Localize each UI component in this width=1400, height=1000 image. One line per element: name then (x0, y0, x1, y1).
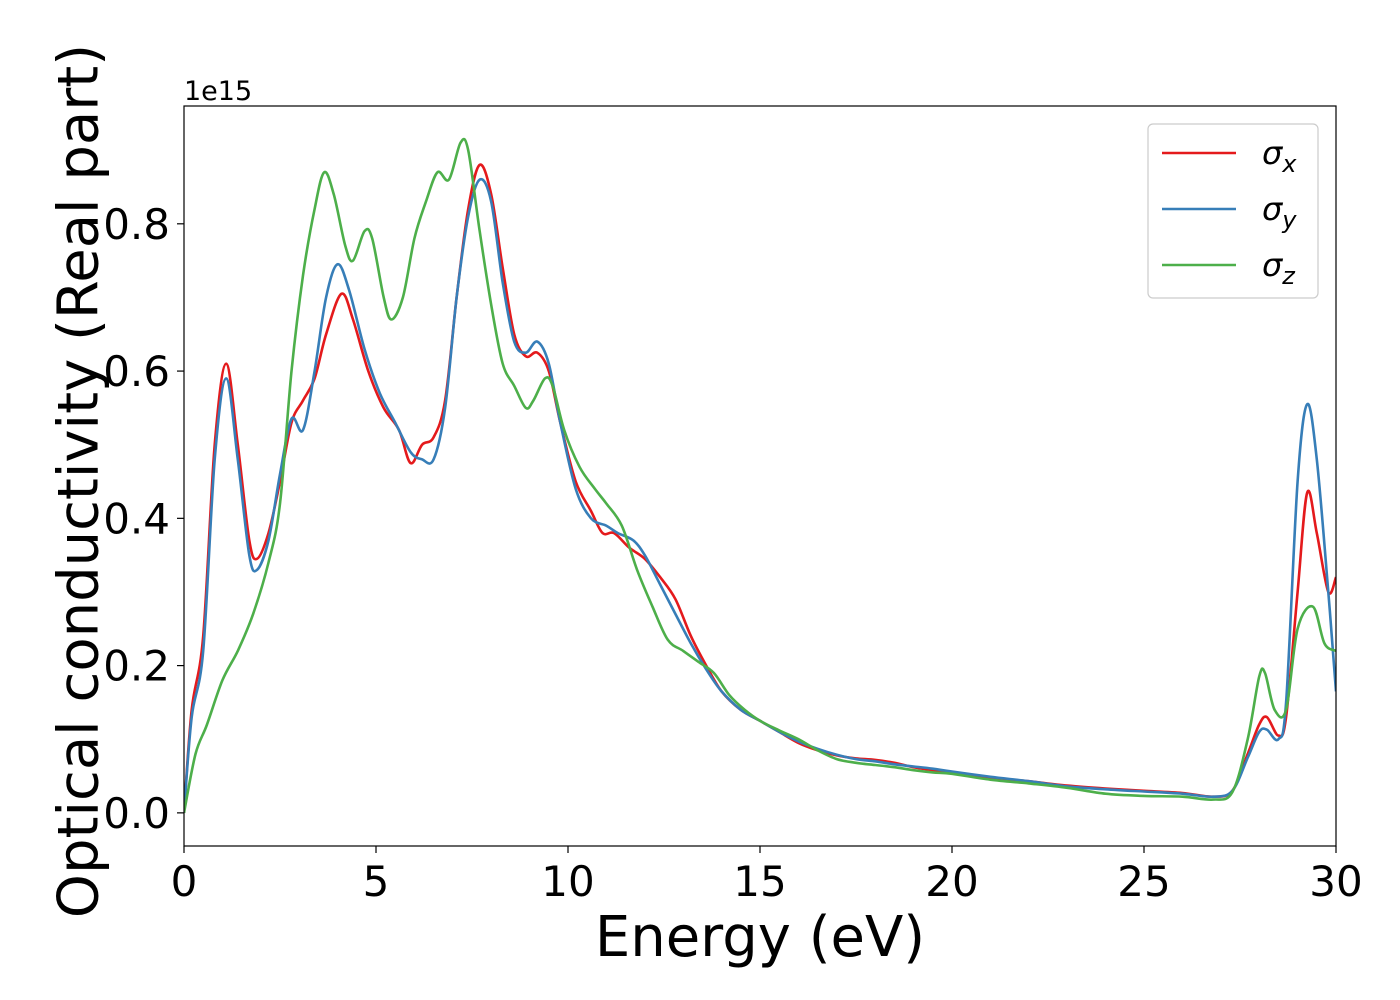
x-axis: 0 5 10 15 20 25 30 (171, 846, 1363, 906)
y-offset-label: 1e15 (184, 76, 252, 107)
x-tick-label: 5 (363, 857, 390, 906)
x-tick-label: 20 (925, 857, 978, 906)
series-line-y (184, 177, 1336, 814)
legend-box (1147, 123, 1319, 299)
y-tick-label: 0.0 (103, 789, 170, 838)
y-tick-label: 0.8 (103, 200, 170, 249)
legend-label-z: σz (1262, 246, 1296, 290)
x-tick-label: 10 (541, 857, 594, 906)
x-axis-label: Energy (eV) (595, 905, 925, 970)
series-layer (184, 137, 1336, 814)
y-axis-label: Optical conductivity (Real part) (47, 44, 112, 918)
legend-label-y: σy (1262, 190, 1297, 234)
y-axis: 0.0 0.2 0.4 0.6 0.8 (103, 200, 184, 838)
legend-label-x: σx (1262, 134, 1297, 178)
x-tick-label: 30 (1309, 857, 1362, 906)
y-tick-label: 0.6 (103, 347, 170, 396)
series-line-z (184, 137, 1336, 814)
y-tick-label: 0.4 (103, 494, 170, 543)
y-tick-label: 0.2 (103, 642, 170, 691)
legend: σx σy σz (1147, 123, 1319, 299)
x-tick-label: 0 (171, 857, 198, 906)
x-tick-label: 25 (1117, 857, 1170, 906)
x-tick-label: 15 (733, 857, 786, 906)
